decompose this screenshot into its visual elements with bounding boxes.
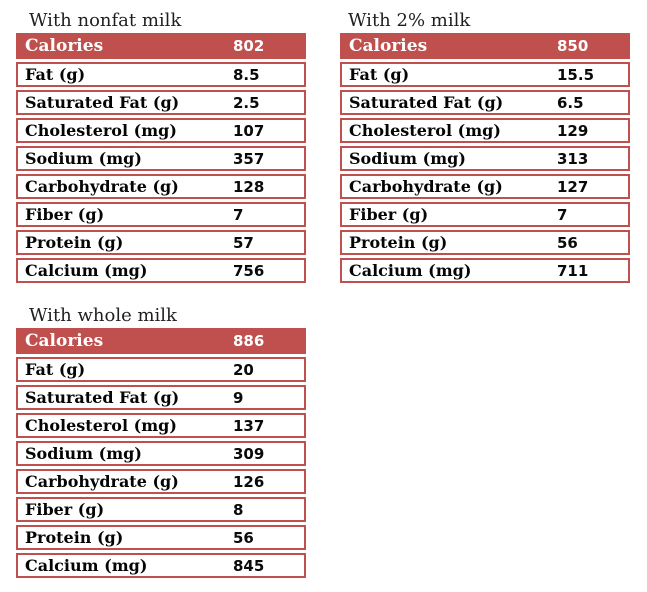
- table-row: Sodium (mg) 313: [340, 146, 630, 171]
- row-label: Carbohydrate (g): [25, 177, 179, 196]
- panel-2percent-milk: With 2% milk Calories 850 Fat (g) 15.5 S…: [340, 8, 630, 283]
- table-row: Fiber (g) 7: [16, 202, 306, 227]
- row-label: Sodium (mg): [349, 149, 466, 168]
- table-row: Fiber (g) 8: [16, 497, 306, 522]
- table-row: Carbohydrate (g) 126: [16, 469, 306, 494]
- table-row: Sodium (mg) 357: [16, 146, 306, 171]
- row-value: 309: [233, 444, 265, 463]
- nutrition-table-whole: Calories 886 Fat (g) 20 Saturated Fat (g…: [16, 328, 306, 578]
- row-value: 9: [233, 388, 244, 407]
- row-value: 2.5: [233, 93, 260, 112]
- row-label: Calcium (mg): [25, 261, 148, 280]
- table-row: Saturated Fat (g) 6.5: [340, 90, 630, 115]
- row-value: 357: [233, 149, 265, 168]
- table-title-2percent: With 2% milk: [348, 10, 471, 31]
- panel-nonfat-milk: With nonfat milk Calories 802 Fat (g) 8.…: [16, 8, 306, 283]
- table-row: Saturated Fat (g) 2.5: [16, 90, 306, 115]
- table-row: Cholesterol (mg) 129: [340, 118, 630, 143]
- row-label: Protein (g): [349, 233, 448, 252]
- table-title-whole: With whole milk: [29, 305, 177, 326]
- row-value: 756: [233, 261, 265, 280]
- table-row: Fiber (g) 7: [340, 202, 630, 227]
- row-label: Carbohydrate (g): [25, 472, 179, 491]
- row-value: 129: [557, 121, 589, 140]
- row-label: Sodium (mg): [25, 149, 142, 168]
- nutrition-table-2percent: Calories 850 Fat (g) 15.5 Saturated Fat …: [340, 33, 630, 283]
- row-label: Cholesterol (mg): [25, 121, 177, 140]
- header-value: 850: [557, 37, 589, 55]
- row-label: Protein (g): [25, 528, 124, 547]
- row-value: 127: [557, 177, 589, 196]
- row-value: 711: [557, 261, 589, 280]
- row-label: Saturated Fat (g): [25, 388, 180, 407]
- table-row: Protein (g) 56: [340, 230, 630, 255]
- table-header-row: Calories 850: [340, 33, 630, 59]
- table-row: Sodium (mg) 309: [16, 441, 306, 466]
- row-value: 8: [233, 500, 244, 519]
- header-value: 802: [233, 37, 265, 55]
- row-value: 15.5: [557, 65, 595, 84]
- row-label: Fiber (g): [25, 205, 105, 224]
- row-value: 56: [557, 233, 578, 252]
- row-value: 7: [557, 205, 568, 224]
- table-title-nonfat: With nonfat milk: [29, 10, 182, 31]
- row-value: 128: [233, 177, 265, 196]
- panel-whole-milk: With whole milk Calories 886 Fat (g) 20 …: [16, 303, 306, 578]
- row-label: Saturated Fat (g): [349, 93, 504, 112]
- table-row: Calcium (mg) 845: [16, 553, 306, 578]
- row-value: 57: [233, 233, 254, 252]
- table-row: Calcium (mg) 756: [16, 258, 306, 283]
- row-label: Fiber (g): [25, 500, 105, 519]
- row-value: 313: [557, 149, 589, 168]
- row-value: 137: [233, 416, 265, 435]
- row-label: Saturated Fat (g): [25, 93, 180, 112]
- table-header-row: Calories 802: [16, 33, 306, 59]
- row-label: Fat (g): [349, 65, 410, 84]
- row-label: Calcium (mg): [25, 556, 148, 575]
- row-label: Sodium (mg): [25, 444, 142, 463]
- row-label: Fat (g): [25, 65, 86, 84]
- table-row: Cholesterol (mg) 107: [16, 118, 306, 143]
- nutrition-table-nonfat: Calories 802 Fat (g) 8.5 Saturated Fat (…: [16, 33, 306, 283]
- table-row: Protein (g) 57: [16, 230, 306, 255]
- table-row: Carbohydrate (g) 127: [340, 174, 630, 199]
- row-value: 6.5: [557, 93, 584, 112]
- row-value: 20: [233, 360, 254, 379]
- header-value: 886: [233, 332, 265, 350]
- table-row: Protein (g) 56: [16, 525, 306, 550]
- row-label: Carbohydrate (g): [349, 177, 503, 196]
- table-row: Fat (g) 8.5: [16, 62, 306, 87]
- table-row: Fat (g) 20: [16, 357, 306, 382]
- table-row: Calcium (mg) 711: [340, 258, 630, 283]
- row-label: Protein (g): [25, 233, 124, 252]
- table-row: Cholesterol (mg) 137: [16, 413, 306, 438]
- row-label: Fat (g): [25, 360, 86, 379]
- row-value: 845: [233, 556, 265, 575]
- row-label: Cholesterol (mg): [25, 416, 177, 435]
- row-label: Calcium (mg): [349, 261, 472, 280]
- header-label: Calories: [349, 36, 428, 56]
- header-label: Calories: [25, 36, 104, 56]
- row-label: Cholesterol (mg): [349, 121, 501, 140]
- table-row: Carbohydrate (g) 128: [16, 174, 306, 199]
- row-value: 107: [233, 121, 265, 140]
- row-value: 56: [233, 528, 254, 547]
- row-value: 8.5: [233, 65, 260, 84]
- table-row: Fat (g) 15.5: [340, 62, 630, 87]
- row-value: 7: [233, 205, 244, 224]
- table-row: Saturated Fat (g) 9: [16, 385, 306, 410]
- row-value: 126: [233, 472, 265, 491]
- row-label: Fiber (g): [349, 205, 429, 224]
- header-label: Calories: [25, 331, 104, 351]
- table-header-row: Calories 886: [16, 328, 306, 354]
